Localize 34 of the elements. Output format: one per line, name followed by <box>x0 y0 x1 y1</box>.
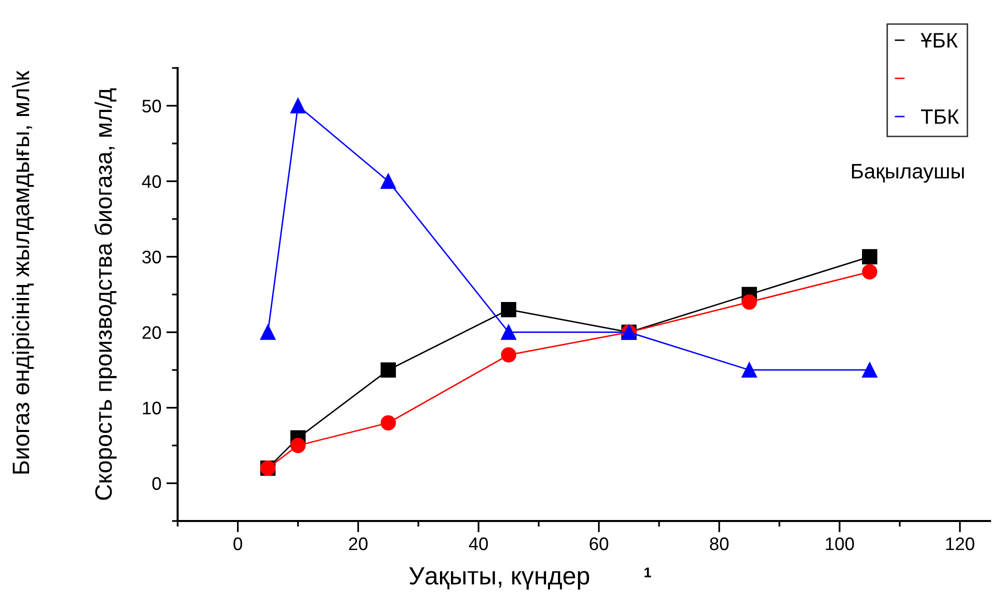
point <box>500 324 516 340</box>
y-tick-label: 0 <box>152 477 161 490</box>
text: 1 <box>644 568 652 578</box>
point <box>862 249 878 264</box>
point <box>742 362 757 378</box>
x-tick-label: 60 <box>590 537 608 550</box>
point <box>500 302 516 318</box>
point <box>380 174 396 189</box>
x-axis-title: Уақыты, күндер <box>409 567 590 590</box>
point <box>862 362 878 378</box>
point <box>380 415 396 430</box>
x-tick-label: 0 <box>234 537 242 550</box>
y-tick-label: 40 <box>142 175 161 188</box>
x-tick-label: 80 <box>710 537 729 550</box>
y-tick-label: 10 <box>142 402 161 414</box>
legend-label: ҰБК <box>920 33 958 48</box>
annotation: Бақылаушы <box>852 164 964 183</box>
point <box>290 438 306 454</box>
point <box>260 324 276 340</box>
y-tick-label: 20 <box>142 326 161 339</box>
x-tick-label: 20 <box>349 537 368 550</box>
x-tick-label: 100 <box>826 537 854 550</box>
y-axis-title: Скорость производства биогаза, мл/д <box>94 88 117 500</box>
point <box>380 362 396 378</box>
text: Биогаз өндірісінің жылдамдығы, мл\к <box>12 70 34 474</box>
x-tick-label: 120 <box>946 537 974 550</box>
point <box>742 294 757 310</box>
x-tick-label: 40 <box>468 537 488 550</box>
point <box>290 98 306 114</box>
point <box>862 264 878 280</box>
point <box>500 347 516 363</box>
legend-label: ТБК <box>921 109 959 124</box>
y-tick-label: 50 <box>142 100 161 112</box>
y-tick-label: 30 <box>142 250 161 264</box>
